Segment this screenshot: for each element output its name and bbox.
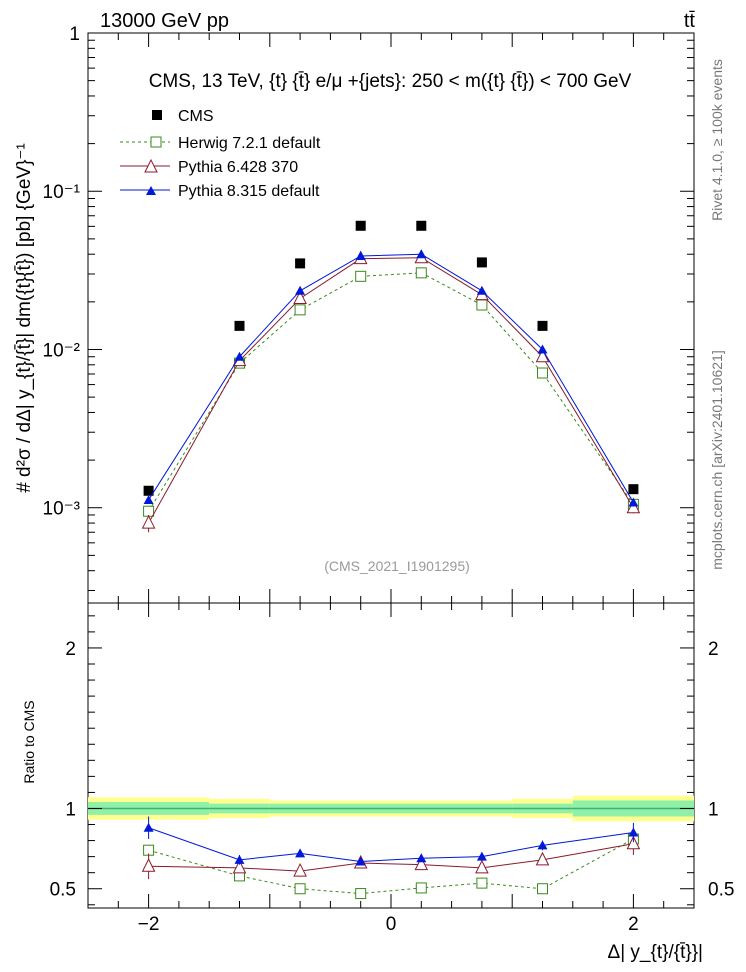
main-ytick-label: 10⁻¹ [43, 182, 81, 203]
ratio-point-herwig [476, 877, 488, 889]
ratio-xtick-label: −2 [138, 914, 160, 935]
ratio-plot-frame [87, 602, 695, 909]
main-point-pythia6 [626, 499, 641, 514]
main-point-cms [234, 320, 245, 331]
main-point-pythia8 [628, 497, 639, 507]
main-axis-ticks: 1 10⁻¹ 10⁻² 10⁻³ [43, 24, 695, 603]
main-point-pythia8 [143, 494, 154, 504]
ratio-point-pythia8 [628, 827, 639, 837]
main-point-herwig [294, 304, 306, 316]
ratio-line-pythia8 [148, 827, 634, 862]
ratio-point-herwig [415, 882, 427, 894]
ratio-ytick-label-right: 2 [708, 639, 719, 660]
ratio-point-pythia8 [234, 854, 245, 864]
ratio-point-pythia6 [414, 856, 429, 871]
main-line-pythia6 [148, 257, 634, 524]
main-point-pythia8 [537, 344, 548, 354]
mcplots-label: mcplots.cern.ch [arXiv:2401.10621] [709, 350, 725, 569]
ratio-point-pythia8 [355, 856, 366, 866]
main-point-cms [476, 257, 487, 268]
ratio-point-pythia6 [535, 851, 550, 866]
ratio-point-herwig [294, 883, 306, 895]
ratio-point-pythia8 [295, 848, 306, 858]
legend-marker-herwig [150, 136, 162, 148]
main-point-herwig [476, 299, 488, 311]
main-line-pythia8 [148, 253, 634, 503]
ratio-line-pythia6 [148, 843, 634, 872]
legend-label-cms: CMS [178, 108, 214, 125]
ratio-series-group [141, 816, 641, 900]
ratio-ytick-label: 0.5 [50, 880, 76, 901]
main-ytick-label: 10⁻³ [43, 499, 81, 520]
main-point-cms [295, 258, 306, 269]
ratio-xtick-label: 2 [628, 914, 639, 935]
main-point-pythia6 [535, 348, 550, 363]
main-point-pythia6 [141, 514, 156, 529]
ratio-ytick-label-right: 1 [708, 799, 719, 820]
main-ytick-label: 1 [69, 24, 80, 45]
legend-marker-pythia6 [144, 158, 158, 173]
main-point-pythia8 [234, 351, 245, 361]
main-point-pythia8 [355, 250, 366, 260]
legend: CMS Herwig 7.2.1 default Pythia 6.428 37… [120, 108, 321, 200]
ratio-point-pythia6 [626, 835, 641, 850]
main-point-pythia8 [416, 249, 427, 259]
main-point-pythia6 [293, 290, 307, 304]
ratio-band-group [88, 795, 694, 822]
ratio-point-herwig [355, 888, 367, 900]
energy-label: 13000 GeV pp [100, 10, 229, 32]
legend-marker-cms [152, 110, 162, 120]
main-point-herwig [355, 270, 367, 282]
ratio-point-pythia8 [416, 853, 427, 863]
legend-marker-pythia8 [146, 186, 156, 195]
rivet-label: Rivet 4.1.0, ≥ 100k events [709, 59, 725, 221]
main-ylabel: # d²σ / dΔ| y_{t}/{t̄}| dm({t}{t̄}) [pb]… [14, 143, 35, 493]
main-series-group [141, 220, 641, 533]
ratio-ylabel: Ratio to CMS [21, 700, 37, 783]
main-point-cms [416, 220, 427, 231]
ratio-axis-ticks: 0.5 0.5 1 1 2 2 −2 0 2 [50, 603, 734, 935]
legend-label-pythia6: Pythia 6.428 370 [178, 159, 298, 176]
ratio-point-pythia8 [476, 851, 487, 861]
ratio-line-herwig [148, 838, 634, 895]
main-line-herwig [148, 272, 634, 512]
main-point-cms [537, 320, 548, 331]
main-point-pythia8 [476, 285, 487, 295]
main-point-herwig [537, 367, 548, 379]
main-point-cms [143, 485, 154, 496]
ratio-point-pythia6 [475, 859, 489, 874]
legend-label-herwig: Herwig 7.2.1 default [178, 135, 321, 152]
main-point-herwig [143, 505, 155, 517]
main-ytick-label: 10⁻² [43, 340, 81, 361]
legend-label-pythia8: Pythia 8.315 default [178, 183, 320, 200]
ratio-point-herwig [537, 883, 548, 895]
process-label: tt̄ [684, 10, 696, 32]
ratio-ytick-label: 1 [65, 799, 76, 820]
main-point-cms [628, 484, 639, 495]
ratio-xtick-label: 0 [386, 914, 397, 935]
main-point-pythia8 [295, 285, 306, 295]
ratio-point-pythia8 [537, 840, 548, 850]
ratio-ytick-label: 2 [65, 639, 76, 660]
ratio-point-pythia8 [143, 822, 154, 832]
main-point-cms [355, 220, 366, 231]
ratio-ytick-label-right: 0.5 [708, 880, 734, 901]
main-point-herwig [415, 267, 427, 279]
ratio-xlabel: Δ| y_{t}/{t̄}}| [608, 942, 703, 963]
analysis-id: (CMS_2021_I1901295) [324, 558, 470, 574]
plot-title: CMS, 13 TeV, {t} {t̄} e/μ +{jets}: 250 <… [149, 71, 632, 92]
ratio-point-pythia6 [141, 858, 156, 872]
ratio-point-pythia6 [232, 859, 247, 874]
ratio-point-pythia6 [293, 862, 307, 877]
